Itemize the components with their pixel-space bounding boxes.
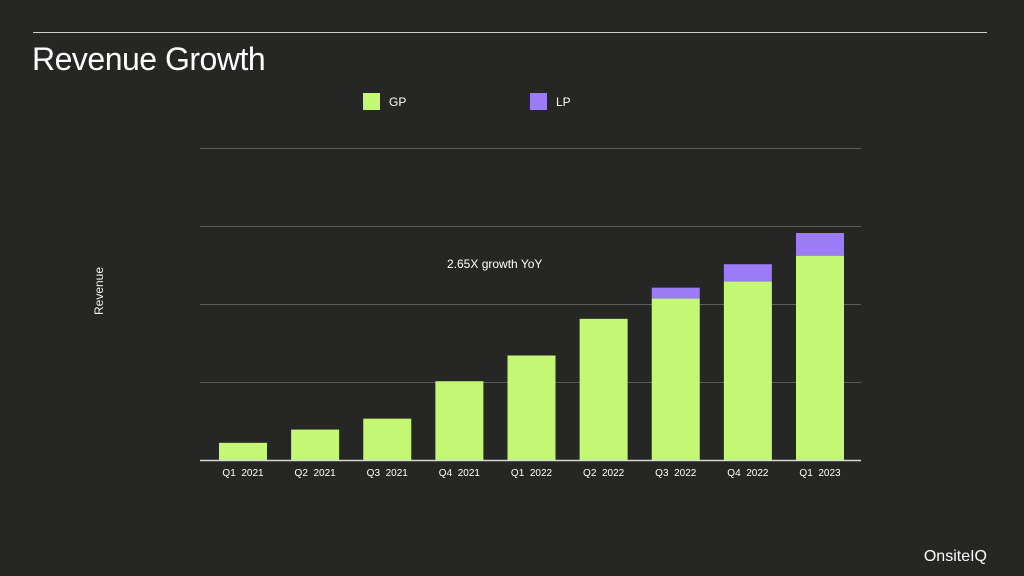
x-tick-label: Q1 2023 xyxy=(799,468,841,479)
bar-gp-5 xyxy=(507,355,556,460)
x-tick-label: Q4 2022 xyxy=(727,468,769,479)
bar-gp-9 xyxy=(796,255,844,460)
brand-logo-text: OnsiteIQ xyxy=(923,548,987,565)
x-tick-label: Q1 2021 xyxy=(222,468,264,479)
legend-swatch-lp xyxy=(530,93,547,110)
bar-gp-3 xyxy=(363,418,412,460)
bar-lp-9 xyxy=(796,233,844,256)
x-tick-label: Q2 2022 xyxy=(583,468,625,479)
legend-item-lp: LP xyxy=(530,93,571,110)
x-tick-labels: Q1 2021 Q2 2021 Q3 2021 Q4 2021 Q1 2022 Q2 20… xyxy=(222,468,841,479)
page-title: Revenue Growth xyxy=(32,41,266,77)
bar-lp-7 xyxy=(651,287,700,299)
x-tick-label: Q3 2022 xyxy=(655,468,697,479)
top-divider xyxy=(33,32,987,33)
bar-gp-1 xyxy=(219,442,267,460)
x-tick-label: Q4 2021 xyxy=(439,468,481,479)
x-tick-label: Q2 2021 xyxy=(295,468,337,479)
bar-gp-6 xyxy=(579,318,628,460)
legend-item-gp: GP xyxy=(363,93,406,110)
growth-annotation: 2.65X growth YoY xyxy=(447,257,543,271)
legend-label-lp: LP xyxy=(556,94,571,109)
bar-gp-8 xyxy=(723,281,772,460)
legend-label-gp: GP xyxy=(389,94,407,109)
bar-gp-2 xyxy=(291,429,340,460)
bar-gp-4 xyxy=(435,381,484,460)
bar-lp-8 xyxy=(723,264,772,282)
x-tick-label: Q3 2021 xyxy=(367,468,409,479)
bars xyxy=(219,233,844,460)
legend-swatch-gp xyxy=(363,93,380,110)
bar-gp-7 xyxy=(651,298,700,460)
x-tick-label: Q1 2022 xyxy=(511,468,553,479)
